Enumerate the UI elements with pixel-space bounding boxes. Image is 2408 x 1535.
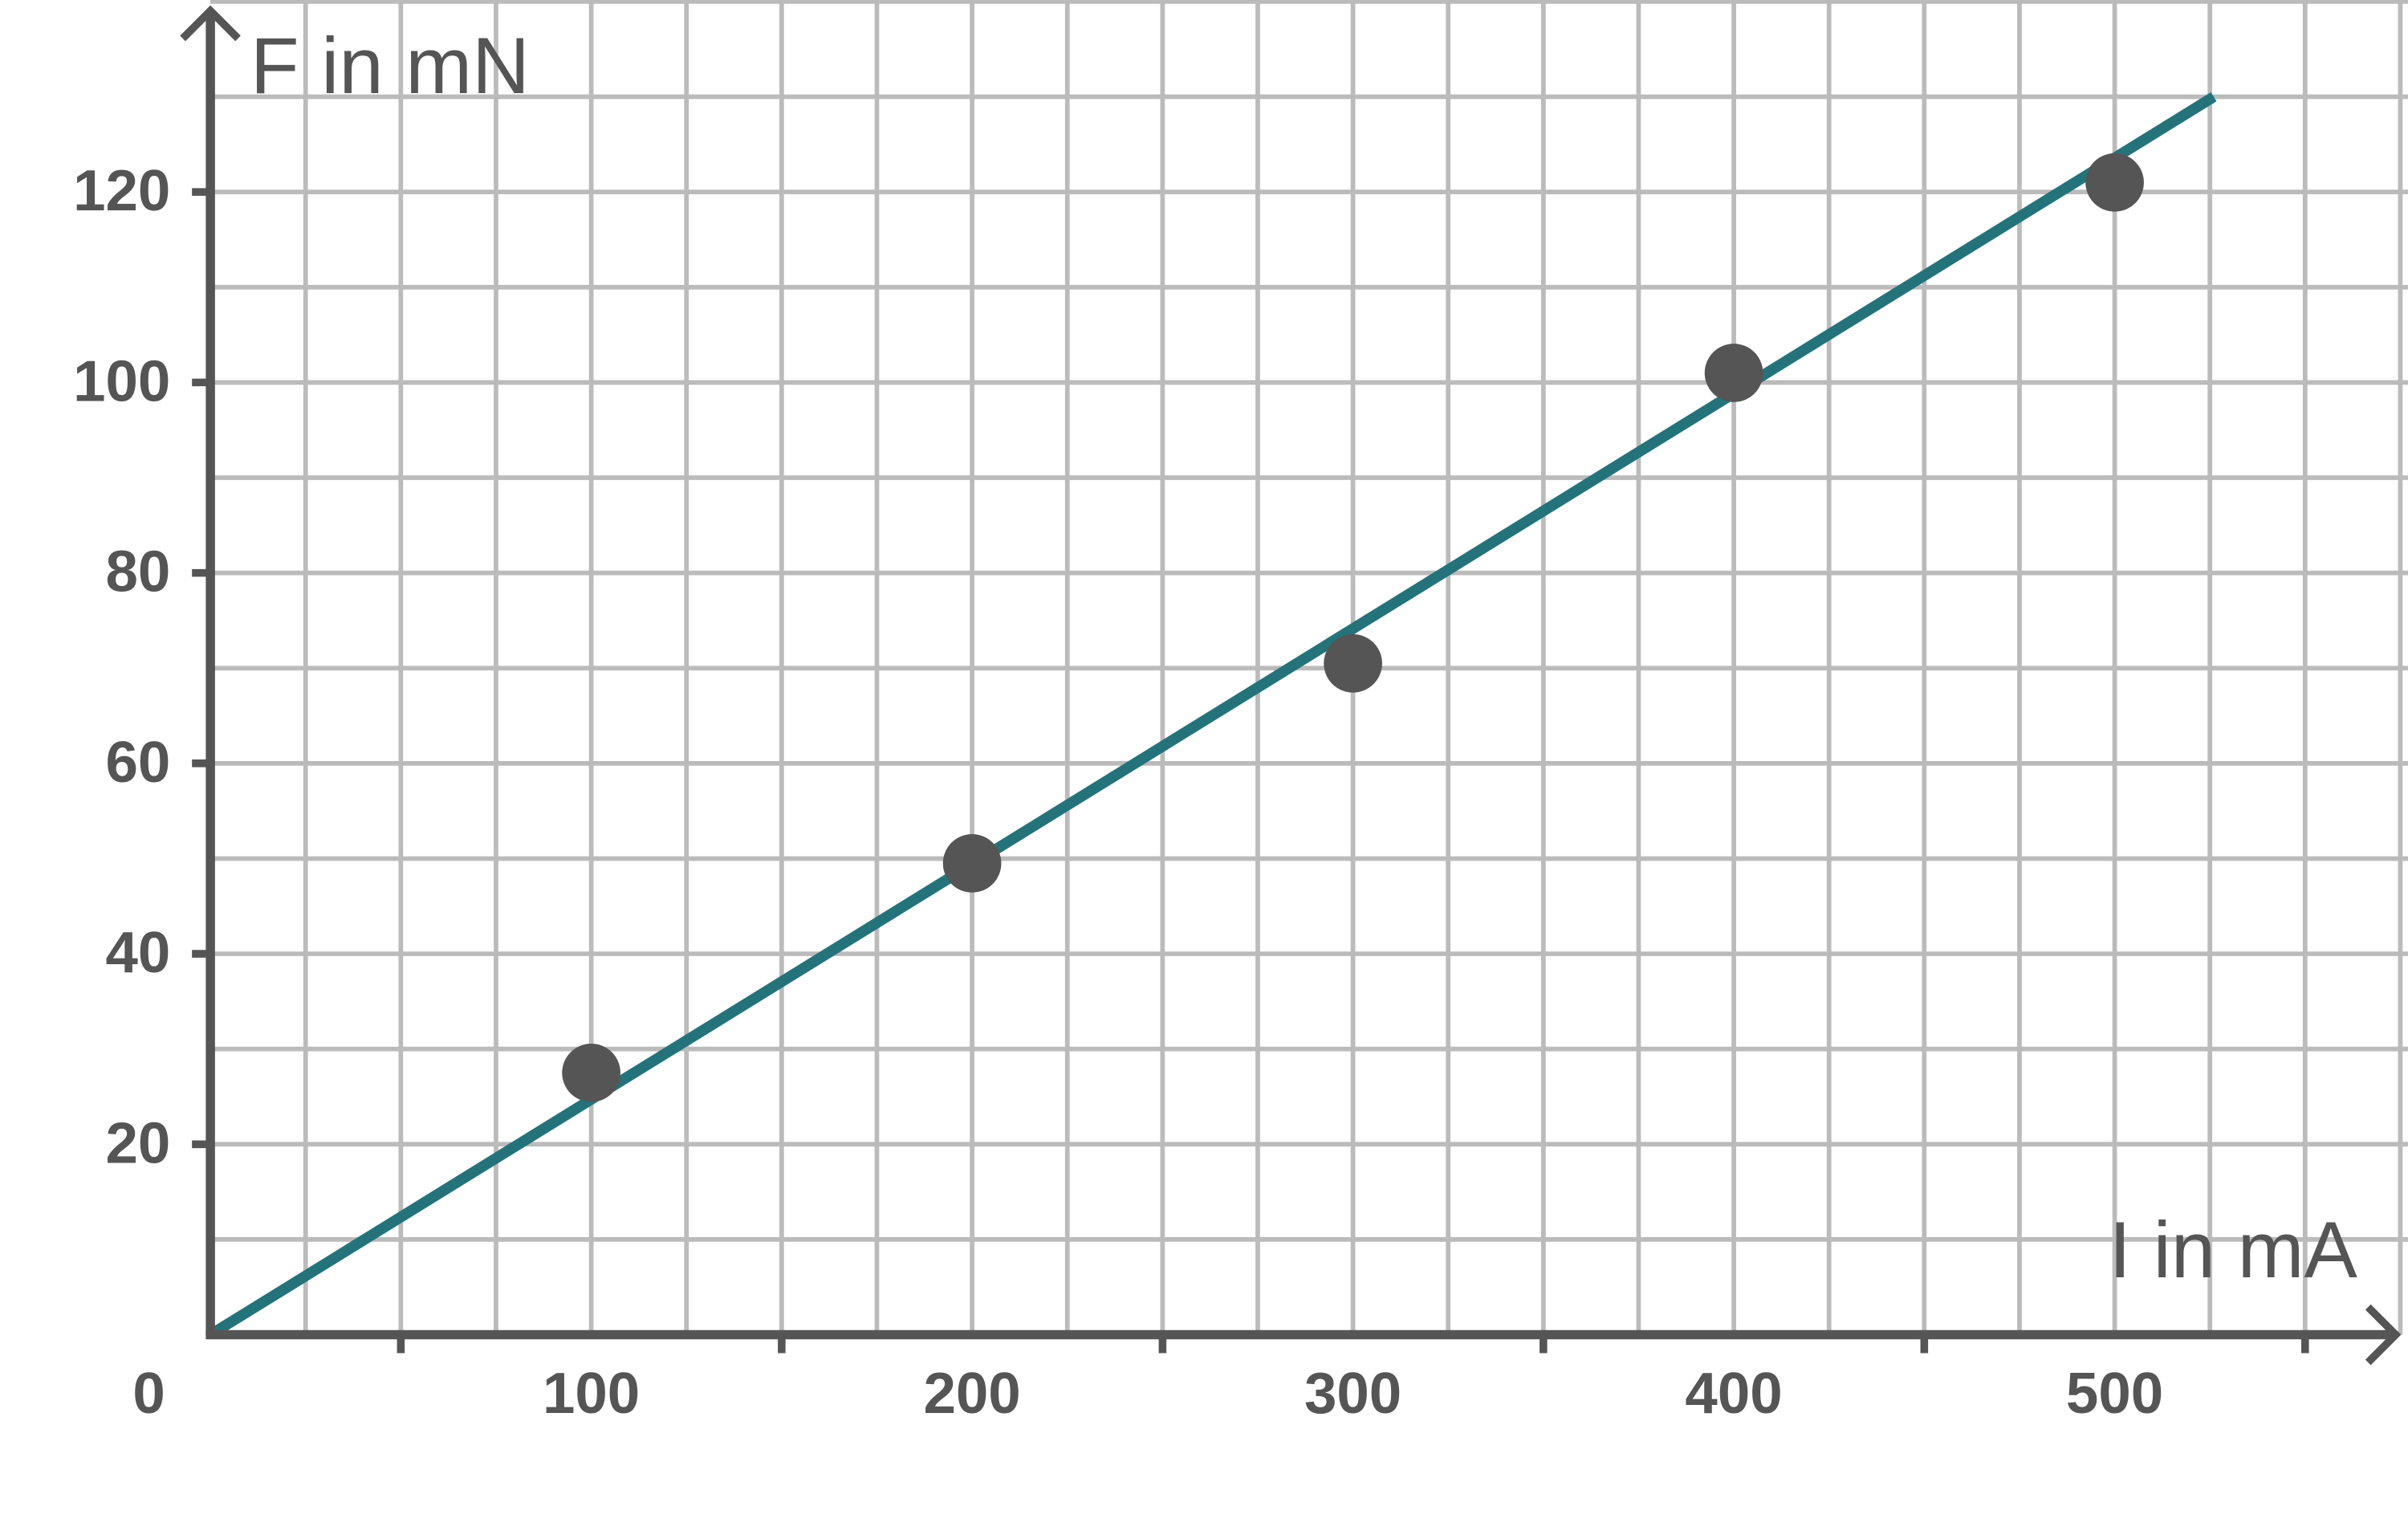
- x-tick-label: 100: [543, 1361, 640, 1426]
- point: [2085, 153, 2144, 212]
- point: [562, 1043, 620, 1102]
- point: [942, 834, 1002, 893]
- x-tick-label: 0: [132, 1361, 165, 1426]
- grid: [210, 0, 2408, 1335]
- y-tick-label: 120: [73, 158, 170, 223]
- y-tick-label: 20: [106, 1110, 171, 1175]
- y-tick-label: 80: [106, 539, 171, 605]
- y-axis-label: F in mN: [250, 22, 530, 111]
- x-arrow: [2365, 1304, 2402, 1366]
- y-arrow: [180, 5, 241, 42]
- y-tick-label: 60: [106, 730, 171, 795]
- y-tick-label: 40: [106, 920, 171, 985]
- x-tick-label: 200: [923, 1361, 1020, 1426]
- x-tick-label: 300: [1304, 1361, 1401, 1426]
- x-axis-label: I in mA: [2109, 1206, 2357, 1295]
- y-tick-label: 100: [73, 348, 170, 413]
- fit-line: [207, 92, 2217, 1340]
- x-tick-label: 500: [2066, 1361, 2163, 1426]
- marks: [207, 92, 2217, 1340]
- x-tick-label: 400: [1685, 1361, 1782, 1426]
- point: [1324, 633, 1382, 693]
- point: [1704, 344, 1763, 402]
